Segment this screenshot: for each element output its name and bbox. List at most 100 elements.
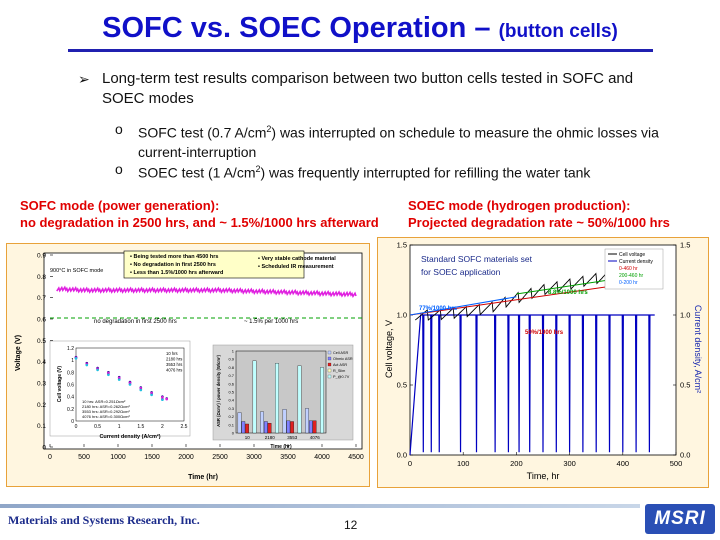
- iv-y-tick-label: 0.2: [67, 407, 74, 413]
- soec-heading: SOEC mode (hydrogen production): Project…: [408, 197, 708, 231]
- soec-heading-1: SOEC mode (hydrogen production):: [408, 198, 631, 213]
- asr-bar: [237, 412, 242, 434]
- asr-bar: [286, 420, 291, 434]
- asr-bar: [241, 421, 246, 434]
- iv-point: [165, 397, 169, 401]
- slide-title: SOFC vs. SOEC Operation – (button cells): [0, 12, 720, 45]
- asr-bar: [282, 409, 287, 434]
- soec-fit-0-200: [409, 296, 517, 316]
- soec-ann-2: 77%/1000 hrs: [419, 306, 458, 312]
- sub-bullet-1: o SOFC test (0.7 A/cm2) was interrupted …: [115, 120, 685, 162]
- sofc-xlabel: Time (hr): [188, 474, 218, 481]
- sofc-legend-box: [123, 250, 305, 279]
- asr-legend-swatch: [327, 350, 332, 355]
- asr-y-tick-label: 0.6: [228, 381, 234, 386]
- soec-y-tick-label: 1.5: [397, 241, 407, 250]
- y-tick-label: 0.2: [37, 402, 46, 409]
- asr-bar: [312, 420, 317, 434]
- sofc-axes: 0 500 1000 1500 2000 2500 3000 3500 4000 450000.1…: [37, 253, 364, 462]
- asr-legend-item: P_@0.7V: [333, 375, 350, 379]
- asr-bar: [320, 367, 324, 434]
- soec-note-1: Standard SOFC materials set: [421, 254, 533, 264]
- x-tick-label: 3000: [246, 454, 262, 461]
- iv-point: [85, 363, 89, 367]
- msri-logo: MSRI: [645, 504, 715, 534]
- soec-x-tick-label: 500: [670, 459, 683, 468]
- asr-bar: [297, 365, 302, 434]
- y-tick-label: 0.3: [37, 381, 46, 388]
- soec-chart: 0 100 200 300 400 5000.00.51.01.50.00.51.01.5…: [384, 241, 703, 482]
- asr-y-tick-label: 0.3: [228, 406, 234, 411]
- soec-x-tick-label: 200: [510, 459, 523, 468]
- asr-legend-swatch: [327, 362, 332, 367]
- y-tick-label: 0.8: [37, 274, 46, 281]
- arrow-bullet-icon: ➢: [78, 71, 90, 87]
- asr-category-label: 2180: [265, 435, 276, 440]
- sofc-ann-left: no degradation in first 2500 hrs: [94, 319, 177, 325]
- asr-legend-swatch: [327, 368, 332, 373]
- sofc-heading-1: SOFC mode (power generation):: [20, 198, 220, 213]
- iv-point: [139, 388, 143, 392]
- iv-note: 10 hrs: ASR=0.251Ωcm²: [82, 399, 126, 404]
- iv-inset: 0 0.5 1 1.5 2 2.5 0 0.2 0.4 0.6 0.8 1 1.2 Current den…: [57, 346, 188, 440]
- iv-y-tick-label: 0.4: [67, 395, 74, 401]
- iv-point: [74, 357, 78, 360]
- asr-xlabel: Time (hr): [270, 444, 292, 450]
- soec-y-tick-label: 1.0: [397, 311, 407, 320]
- sofc-legend-5: • Scheduled IR measurement: [258, 264, 334, 270]
- iv-xlabel: Current density (A/cm²): [99, 433, 160, 440]
- iv-legend-item: 10 hrs: [166, 351, 178, 356]
- soec-y2-tick-label: 1.5: [680, 241, 690, 250]
- y-tick-label: 0.6: [37, 317, 46, 324]
- circle-bullet-icon: o: [115, 121, 123, 137]
- asr-bar: [263, 421, 268, 434]
- asr-legend-item: Ohmic ASR: [333, 357, 353, 361]
- x-tick-label: 4000: [314, 454, 330, 461]
- iv-x-tick-label: 1.5: [137, 424, 144, 430]
- iv-y-tick-label: 1.2: [67, 346, 74, 352]
- x-tick-label: 500: [78, 454, 90, 461]
- iv-point: [96, 368, 99, 372]
- asr-bar: [245, 423, 249, 434]
- footer-bar: [0, 504, 640, 508]
- asr-y-tick-label: 0: [232, 431, 235, 436]
- asr-ylabel: ASR (Ωcm²) / power density (W/cm²): [216, 355, 221, 427]
- iv-point: [107, 373, 110, 377]
- main-bullet: ➢ Long-term test results comparison betw…: [78, 69, 678, 109]
- sub-bullet-2: o SOEC test (1 A/cm2) was frequently int…: [115, 160, 685, 183]
- x-tick-label: 4500: [348, 454, 364, 461]
- asr-y-tick-label: 0.5: [228, 390, 234, 395]
- iv-legend-item: 4076 hrs: [166, 368, 182, 373]
- iv-x-tick-label: 0: [75, 424, 78, 430]
- y-tick-label: 0.9: [37, 253, 46, 260]
- asr-bar: [290, 421, 294, 434]
- sofc-chart: 0 500 1000 1500 2000 2500 3000 3500 4000 450000.1…: [15, 250, 364, 481]
- soec-ylabel-right: Current density, A/cm²: [693, 305, 703, 393]
- y-tick-label: 0.4: [37, 359, 46, 366]
- x-tick-label: 2000: [178, 454, 194, 461]
- asr-y-tick-label: 0.2: [228, 414, 234, 419]
- asr-category-label: 4076: [310, 435, 321, 440]
- iv-point: [128, 383, 132, 386]
- iv-legend-item: 2180 hrs: [166, 357, 182, 362]
- x-tick-label: 2500: [212, 454, 228, 461]
- y-tick-label: 0.1: [37, 423, 46, 430]
- circle-bullet-icon: o: [115, 161, 123, 177]
- title-underline: [68, 49, 653, 52]
- soec-legend-4: 200-460 hr: [619, 273, 644, 279]
- x-tick-label: 1500: [144, 454, 160, 461]
- sofc-heading: SOFC mode (power generation): no degrada…: [20, 197, 380, 231]
- asr-bar: [308, 420, 313, 434]
- soec-y-tick-label: 0.0: [397, 451, 407, 460]
- asr-inset: 0 0.1 0.2 0.3 0.4 0.5 0.6 0.7 0.8 0.9 1 10 2180 3553 4…: [216, 349, 353, 451]
- soec-y2-tick-label: 0.0: [680, 451, 690, 460]
- asr-legend-item: R_Slim: [333, 369, 345, 373]
- iv-y-tick-label: 0: [71, 419, 74, 425]
- asr-bar: [267, 423, 272, 434]
- sofc-mode-label: 900°C in SOFC mode: [50, 268, 103, 274]
- asr-bar: [275, 363, 279, 434]
- x-tick-label: 1000: [110, 454, 126, 461]
- sofc-series-line: [56, 285, 357, 299]
- iv-x-tick-label: 2.5: [181, 424, 188, 430]
